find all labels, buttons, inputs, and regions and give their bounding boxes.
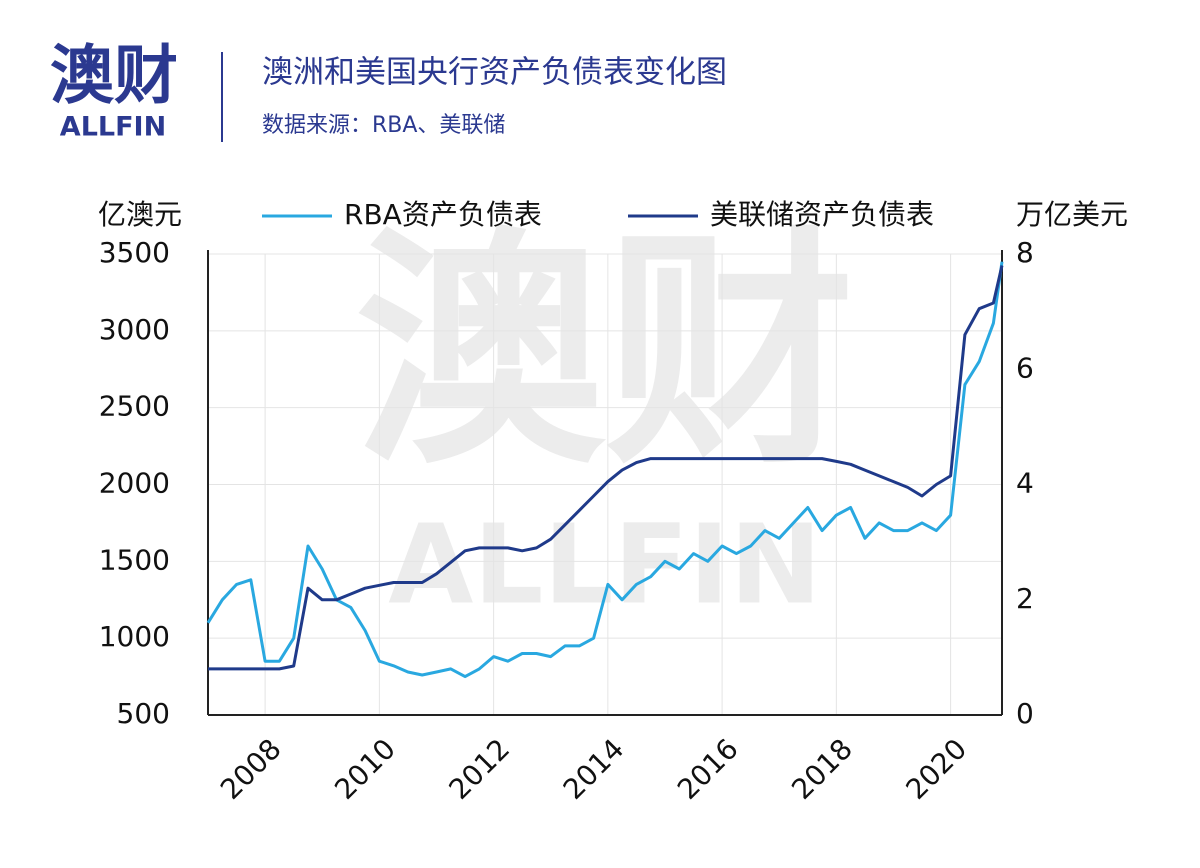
y-tick-label: 3500 [99,236,170,269]
y2-tick-label: 8 [1016,236,1034,269]
series-line [206,261,1004,679]
y-tick-label: 2500 [99,390,170,423]
watermark-mark: 澳财 [355,206,855,497]
chart-subtitle: 数据来源：RBA、美联储 [262,113,505,138]
chart-title: 澳洲和美国央行资产负债表变化图 [262,55,727,91]
y2-tick-label: 6 [1016,351,1034,384]
logo-mark: 澳财 [50,40,178,114]
watermark-name: ALLFIN [388,500,821,628]
y2-axis-label: 万亿美元 [1016,198,1128,231]
logo-name: ALLFIN [60,112,166,143]
legend-label: 美联储资产负债表 [710,198,934,231]
y2-tick-label: 4 [1016,467,1034,500]
y-tick-label: 3000 [99,313,170,346]
y-tick-label: 500 [117,697,170,730]
y-tick-label: 1500 [99,543,170,576]
y2-tick-label: 2 [1016,582,1034,615]
y2-tick-label: 0 [1016,697,1034,730]
legend-label: RBA资产负债表 [344,198,542,231]
y-tick-label: 2000 [99,467,170,500]
y-axis-label: 亿澳元 [98,198,182,231]
series-line [208,265,1004,671]
y-tick-label: 1000 [99,620,170,653]
